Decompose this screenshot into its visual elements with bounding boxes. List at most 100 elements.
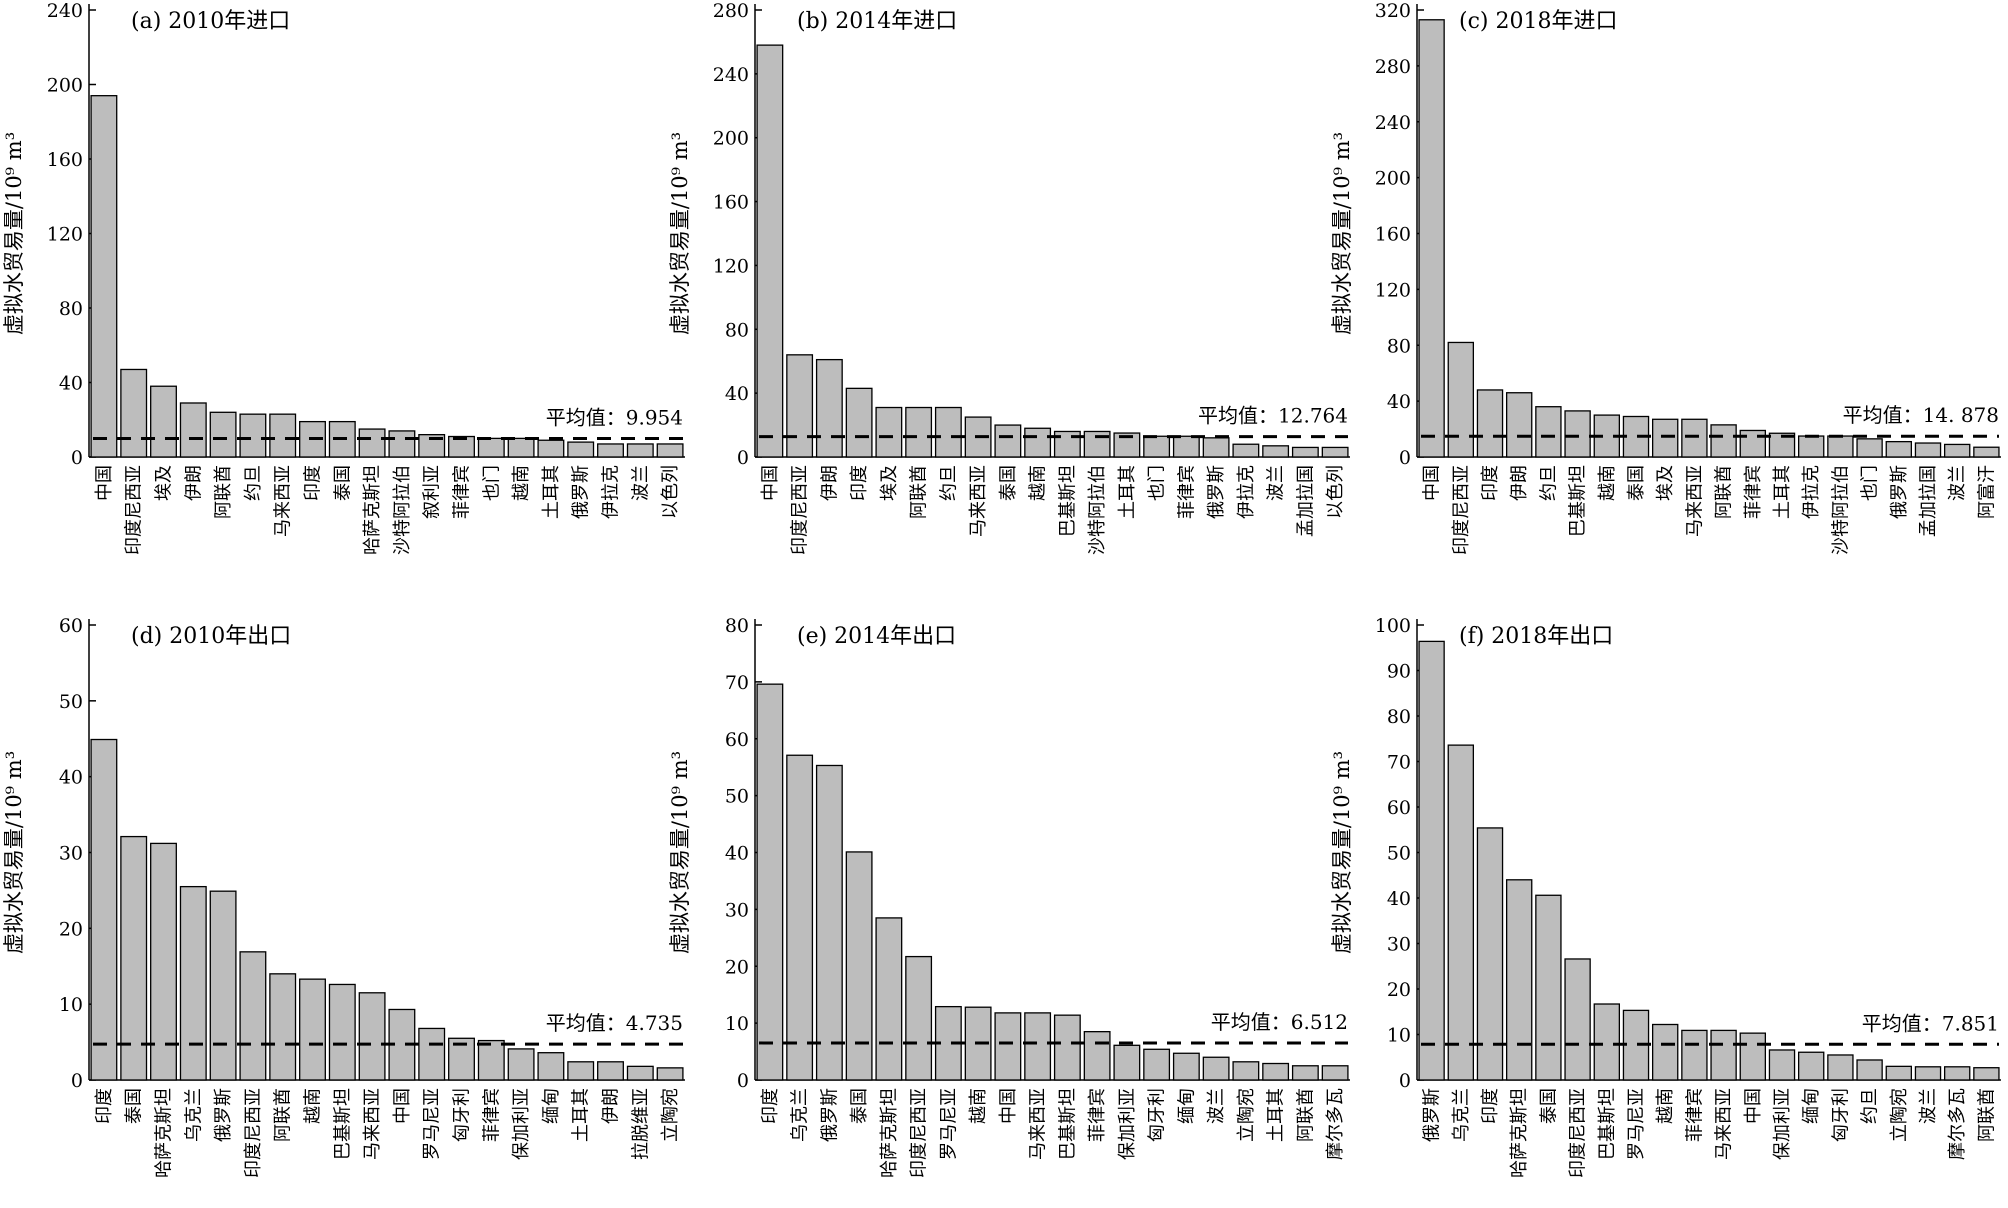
category-label: 巴基斯坦	[1568, 465, 1589, 537]
category-label: 孟加拉国	[1295, 465, 1316, 537]
category-label: 巴基斯坦	[1057, 465, 1078, 537]
y-tick-label: 120	[47, 224, 83, 246]
bar	[1797, 435, 1825, 458]
category-label: 印度尼西亚	[790, 465, 811, 555]
category-label: 中国	[998, 1088, 1019, 1124]
category-label: 阿富汗	[1976, 465, 1997, 519]
bar	[786, 754, 814, 1081]
category-label: 巴基斯坦	[332, 1088, 353, 1160]
category-label: 土耳其	[1266, 1088, 1287, 1142]
category-label: 也门	[1147, 465, 1168, 501]
bar	[209, 411, 237, 458]
category-label: 哈萨克斯坦	[362, 465, 383, 555]
category-label: 匈牙利	[1147, 1088, 1168, 1142]
bar	[1827, 1054, 1854, 1081]
chart-panel-1: 0 40 80 120 160 200 240 280 虚拟水贸易量/10⁹ m³ (b) 201…	[668, 0, 1350, 555]
y-tick-label: 40	[59, 767, 83, 789]
y-tick-label: 10	[725, 1013, 749, 1035]
y-tick-label: 0	[71, 447, 83, 469]
category-label: 哈萨克斯坦	[879, 1088, 900, 1178]
category-label: 菲律宾	[481, 1088, 502, 1142]
category-label: 土耳其	[541, 465, 562, 519]
chart-title: (c) 2018年进口	[1459, 9, 1617, 34]
category-label: 中国	[1422, 465, 1443, 501]
bar	[179, 402, 207, 458]
category-label: 阿联酋	[1976, 1088, 1997, 1142]
bar	[1172, 1052, 1200, 1081]
category-label: 印度尼西亚	[909, 1088, 930, 1178]
bar	[1202, 437, 1230, 458]
category-label: 泰国	[124, 1088, 145, 1124]
category-label: 约旦	[243, 465, 264, 501]
y-tick-label: 200	[713, 128, 749, 150]
bar	[1172, 435, 1200, 458]
category-label: 中国	[760, 465, 781, 501]
mean-label: 平均值：14. 878	[1843, 403, 1999, 427]
y-tick-label: 40	[1387, 888, 1411, 910]
y-tick-label: 160	[47, 149, 83, 171]
bar	[1505, 879, 1533, 1081]
category-label: 巴基斯坦	[1057, 1088, 1078, 1160]
bar	[1476, 827, 1504, 1081]
bar	[845, 851, 873, 1081]
bar	[1143, 435, 1171, 458]
category-label: 罗马尼亚	[938, 1088, 959, 1160]
y-tick-label: 50	[725, 786, 749, 808]
category-label: 俄罗斯	[213, 1088, 234, 1142]
y-tick-label: 100	[1375, 615, 1411, 637]
bar	[1885, 440, 1913, 458]
bar	[815, 764, 843, 1081]
y-axis-label: 虚拟水贸易量/10⁹ m³	[2, 751, 26, 954]
category-label: 俄罗斯	[1422, 1088, 1443, 1142]
category-label: 伊拉克	[601, 465, 622, 519]
bar	[269, 413, 297, 458]
bar	[1447, 341, 1475, 458]
bar	[388, 430, 416, 458]
bar	[448, 435, 475, 458]
bar	[507, 437, 535, 458]
y-tick-label: 20	[59, 918, 83, 940]
mean-label: 平均值：6.512	[1211, 1010, 1348, 1034]
y-tick-label: 280	[713, 0, 749, 22]
bar	[1291, 446, 1319, 458]
category-label: 印度	[303, 465, 324, 501]
category-label: 阿联酋	[273, 1088, 294, 1142]
bar	[1321, 446, 1349, 458]
bar	[994, 1012, 1022, 1081]
category-label: 泰国	[849, 1088, 870, 1124]
y-tick-label: 0	[737, 1070, 749, 1092]
category-label: 拉脱维亚	[630, 1088, 651, 1160]
y-tick-label: 320	[1375, 0, 1411, 22]
bar	[1535, 406, 1562, 458]
category-label: 埃及	[154, 465, 175, 501]
y-tick-label: 240	[47, 0, 83, 22]
chart-panel-5: 0 10 20 30 40 50 60 70 80 90 100 虚拟水贸易量/10⁹ m³ (f) 2…	[1330, 615, 2001, 1178]
category-label: 乌克兰	[790, 1088, 811, 1142]
bar	[150, 385, 177, 458]
category-label: 阿联酋	[1295, 1088, 1316, 1142]
chart-title: (d) 2010年出口	[131, 624, 291, 649]
bar	[507, 1048, 535, 1081]
y-tick-label: 20	[725, 956, 749, 978]
category-label: 土耳其	[571, 1088, 592, 1142]
category-label: 越南	[511, 465, 532, 501]
category-label: 波兰	[1947, 465, 1968, 501]
y-tick-label: 70	[1387, 752, 1411, 774]
category-label: 阿联酋	[213, 465, 234, 519]
y-tick-label: 80	[59, 298, 83, 320]
category-label: 伊朗	[1509, 465, 1530, 501]
category-label: 摩尔多瓦	[1325, 1088, 1346, 1160]
bar	[239, 413, 267, 458]
category-label: 中国	[1743, 1088, 1764, 1124]
bar	[1973, 1067, 2000, 1081]
category-label: 印度	[849, 465, 870, 501]
category-label: 约旦	[938, 465, 959, 501]
bar	[418, 433, 446, 458]
category-label: 印度尼西亚	[243, 1088, 264, 1178]
y-tick-label: 160	[713, 192, 749, 214]
y-tick-label: 40	[1387, 391, 1411, 413]
bar	[905, 955, 933, 1081]
category-label: 越南	[1655, 1088, 1676, 1124]
bar	[875, 917, 903, 1081]
y-tick-label: 40	[725, 843, 749, 865]
